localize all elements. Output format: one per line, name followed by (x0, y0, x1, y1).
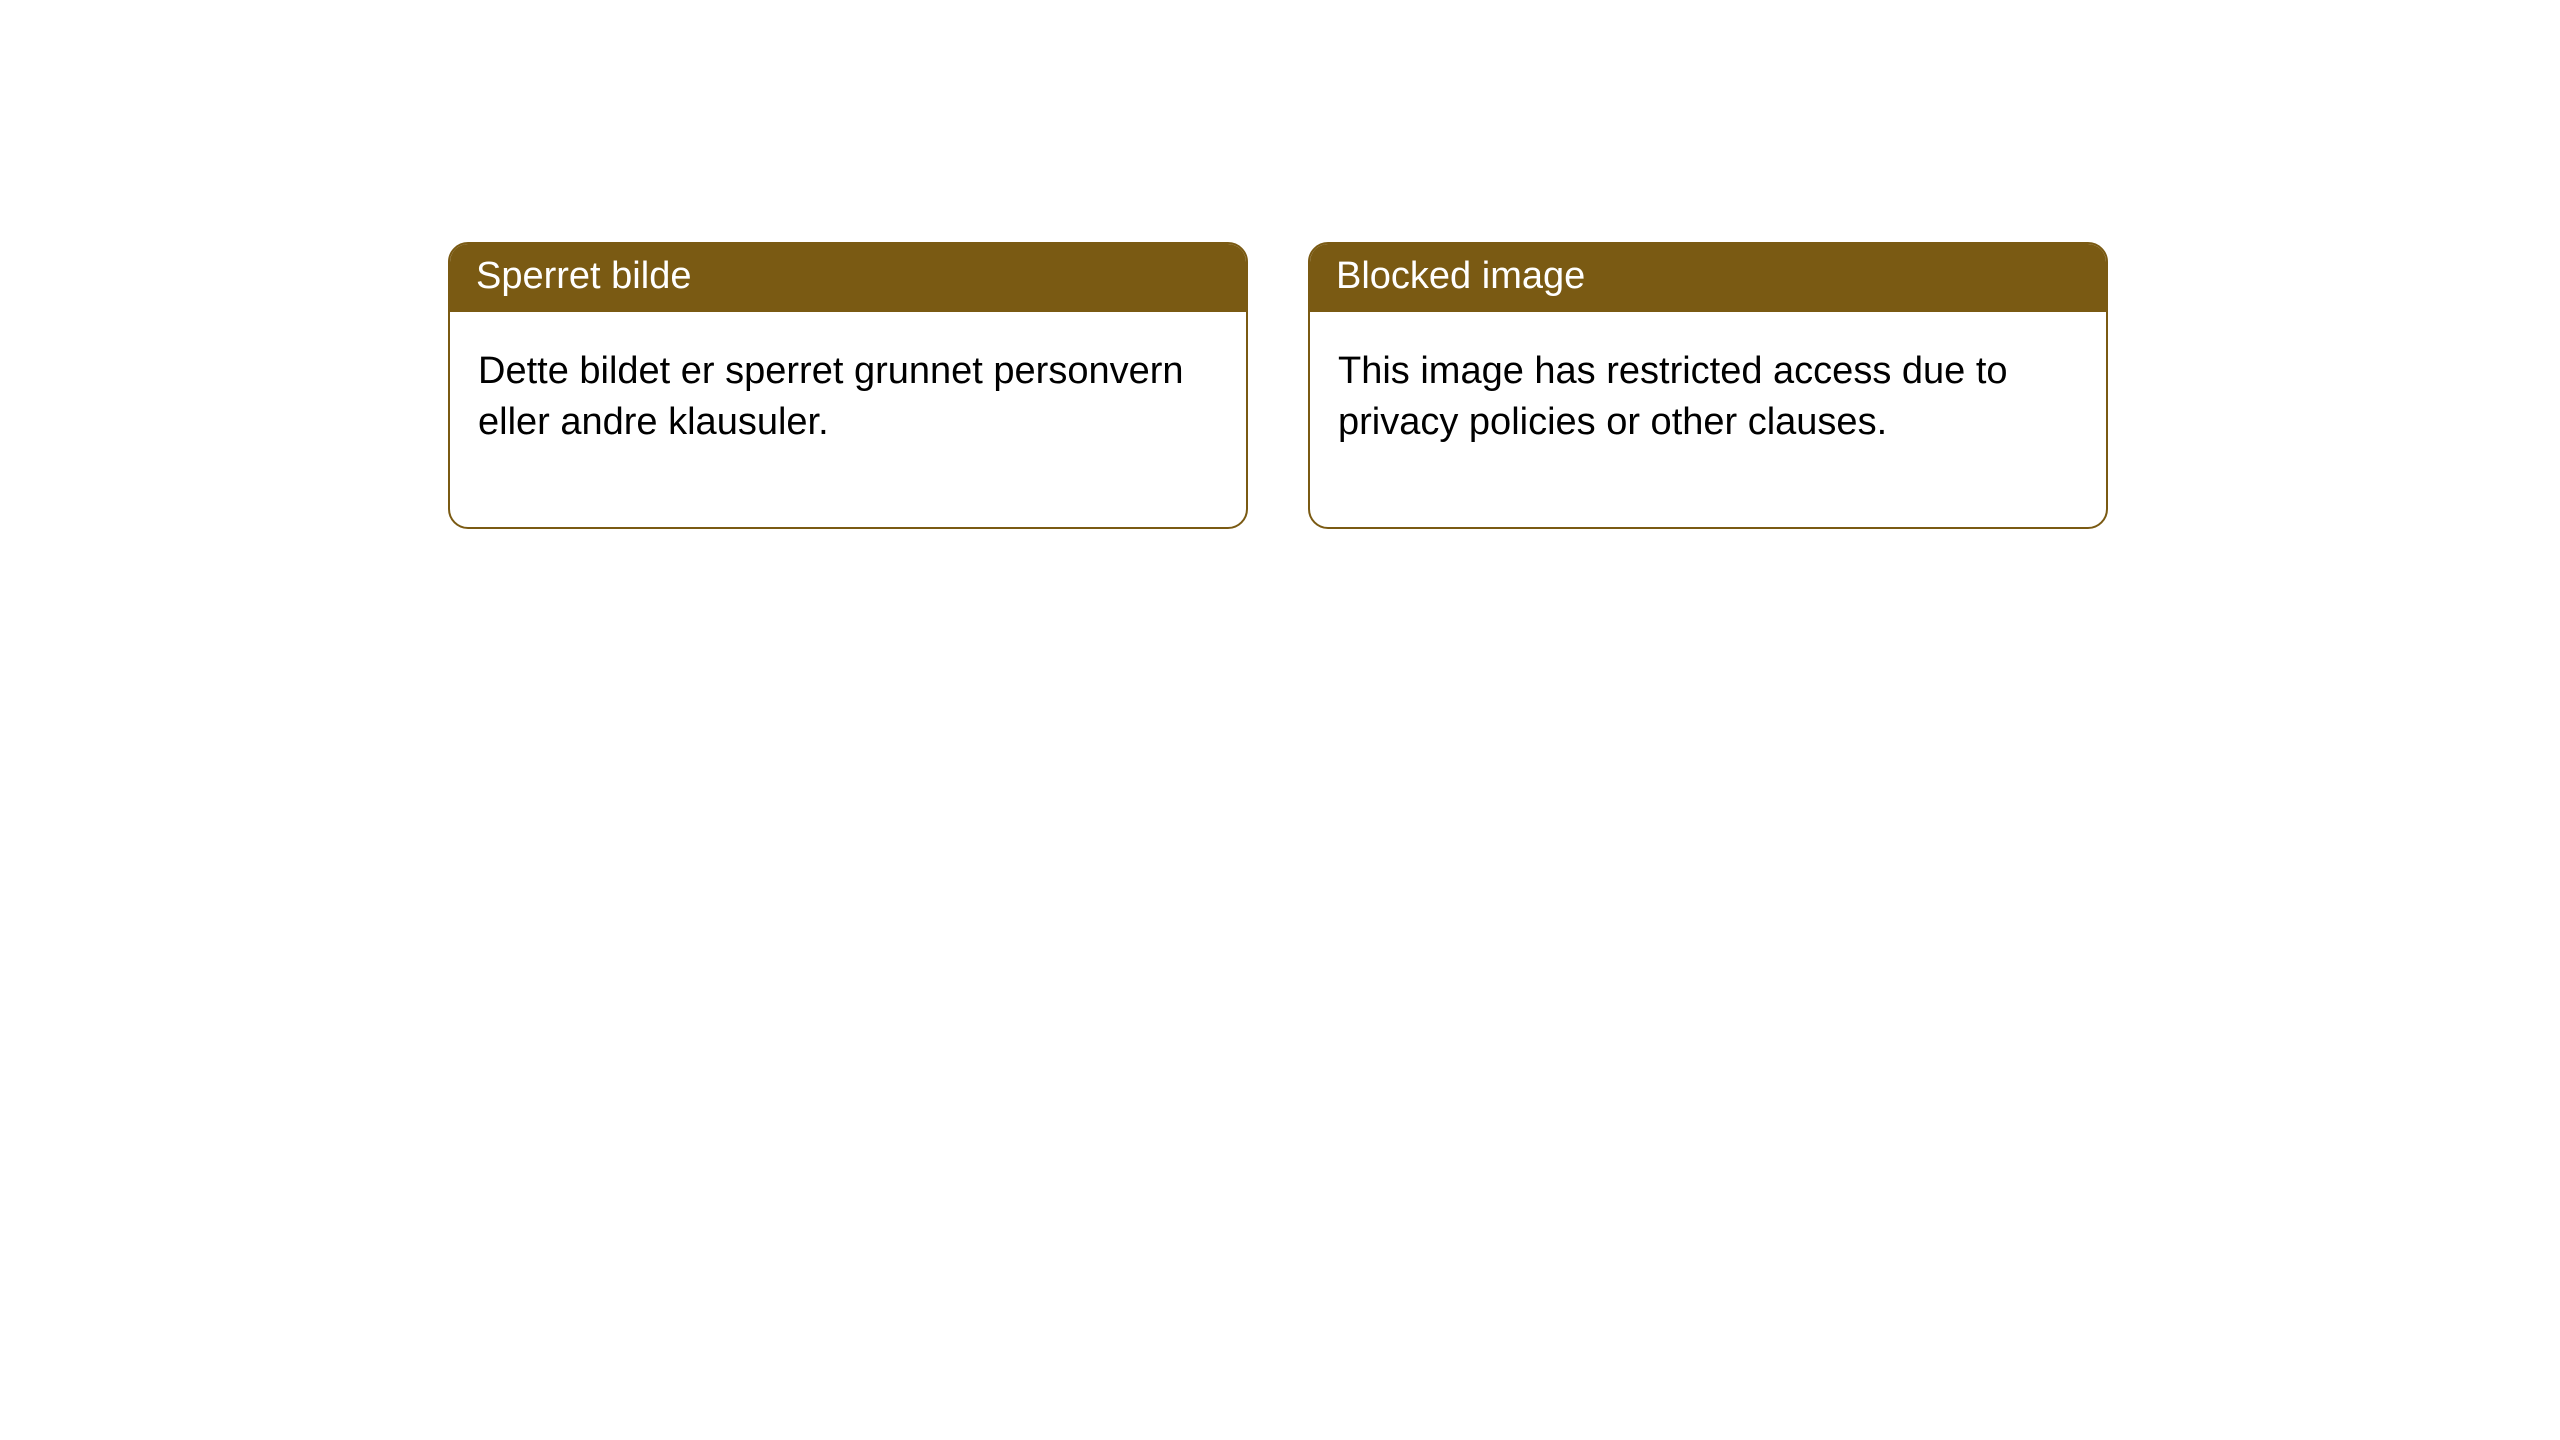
notice-header: Sperret bilde (450, 244, 1246, 312)
notice-box-norwegian: Sperret bilde Dette bildet er sperret gr… (448, 242, 1248, 529)
notice-title: Blocked image (1336, 255, 1585, 297)
notice-body-text: This image has restricted access due to … (1338, 350, 2008, 444)
notice-body-text: Dette bildet er sperret grunnet personve… (478, 350, 1184, 444)
notice-body: Dette bildet er sperret grunnet personve… (450, 312, 1246, 527)
notice-container: Sperret bilde Dette bildet er sperret gr… (0, 0, 2560, 529)
notice-body: This image has restricted access due to … (1310, 312, 2106, 527)
notice-box-english: Blocked image This image has restricted … (1308, 242, 2108, 529)
notice-title: Sperret bilde (476, 255, 691, 297)
notice-header: Blocked image (1310, 244, 2106, 312)
